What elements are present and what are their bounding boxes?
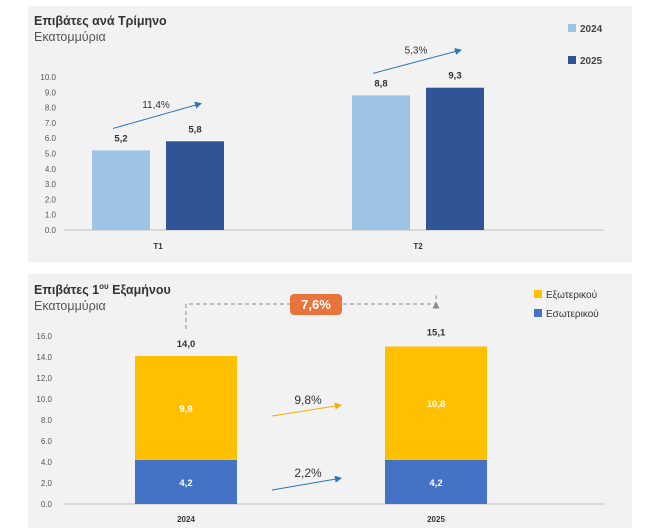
total-growth-badge-label: 7,6% xyxy=(301,297,331,312)
segment-value-label: 4,2 xyxy=(179,478,192,489)
y-tick-label: 2.0 xyxy=(41,479,53,488)
growth-arrow-T1-head xyxy=(194,101,202,109)
y-tick-label: 6.0 xyxy=(45,134,57,143)
bar-segment-external-2025 xyxy=(385,346,487,460)
domestic-growth-arrow-head xyxy=(334,475,342,483)
total-growth-badge xyxy=(290,294,342,315)
legend-swatch-Εξωτερικού xyxy=(534,290,542,298)
x-category-label: T1 xyxy=(153,242,163,251)
legend-label: Εξωτερικού xyxy=(546,289,597,301)
y-tick-label: 12.0 xyxy=(36,374,52,383)
chart1-subtitle: Εκατομμύρια xyxy=(34,30,106,44)
growth-arrow-T2-head xyxy=(454,48,462,55)
y-tick-label: 0.0 xyxy=(41,500,53,509)
legend-swatch-2025 xyxy=(568,56,576,64)
legend-label: 2024 xyxy=(580,24,603,35)
legend-label: Εσωτερικού xyxy=(546,308,599,320)
bar-2025-T2 xyxy=(426,87,484,231)
y-tick-label: 8.0 xyxy=(41,416,53,425)
y-tick-label: 3.0 xyxy=(45,180,57,189)
domestic-growth-label: 2,2% xyxy=(294,466,322,480)
growth-arrow-T1-line xyxy=(112,104,197,129)
y-tick-label: 4.0 xyxy=(41,458,53,467)
external-growth-arrow-line xyxy=(271,405,337,417)
chart2-title-sup: ου xyxy=(99,282,109,291)
bar-2025-T1 xyxy=(166,141,224,230)
bar-segment-domestic-2025 xyxy=(385,459,487,504)
total-label: 14,0 xyxy=(177,339,196,350)
bar-segment-external-2024 xyxy=(135,355,237,460)
y-tick-label: 9.0 xyxy=(45,88,57,97)
segment-value-label: 9,9 xyxy=(179,404,192,415)
chart2-title-main: Επιβάτες 1 xyxy=(34,283,99,297)
y-tick-label: 16.0 xyxy=(36,332,52,341)
semester-chart: Επιβάτες 1ου Εξαμήνου Εκατομμύρια 0.0 2.0… xyxy=(34,282,604,524)
y-tick-label: 0.0 xyxy=(45,226,57,235)
segment-value-label: 4,2 xyxy=(429,478,442,489)
semester-chart-panel: Επιβάτες 1ου Εξαμήνου Εκατομμύρια 0.0 2.0… xyxy=(28,274,632,528)
y-tick-label: 10.0 xyxy=(40,73,56,82)
chart2-subtitle: Εκατομμύρια xyxy=(34,299,106,313)
y-tick-label: 4.0 xyxy=(45,165,57,174)
legend-label: 2025 xyxy=(580,56,603,67)
y-tick-label: 6.0 xyxy=(41,437,53,446)
data-label: 5,8 xyxy=(188,124,201,135)
chart2-title-end: Εξαμήνου xyxy=(109,283,171,297)
y-tick-label: 2.0 xyxy=(45,195,57,204)
data-label: 5,2 xyxy=(114,133,127,144)
growth-arrow-T2-line xyxy=(372,50,457,74)
data-label: 9,3 xyxy=(448,71,461,82)
growth-label: 11,4% xyxy=(142,100,170,111)
y-tick-label: 14.0 xyxy=(36,353,52,362)
legend-swatch-2024 xyxy=(568,24,576,32)
total-growth-arrow-head xyxy=(432,301,440,309)
chart1-title: Επιβάτες ανά Τρίμηνο xyxy=(34,14,167,28)
chart2-title: Επιβάτες 1ου Εξαμήνου xyxy=(34,282,171,297)
total-label: 15,1 xyxy=(427,327,446,338)
quarterly-chart: Επιβάτες ανά Τρίμηνο Εκατομμύρια 0.0 1.0 2… xyxy=(34,14,604,251)
legend-swatch-Εσωτερικού xyxy=(534,309,542,317)
x-category-label: 2025 xyxy=(427,515,445,524)
domestic-growth-arrow-line xyxy=(271,478,337,491)
y-tick-label: 8.0 xyxy=(45,104,57,113)
external-growth-label: 9,8% xyxy=(294,393,322,407)
chart1-legend: 2024 2025 xyxy=(568,24,603,67)
external-growth-arrow-head xyxy=(334,402,342,410)
data-label: 8,8 xyxy=(374,78,387,89)
x-category-label: 2024 xyxy=(177,515,195,524)
bar-segment-domestic-2024 xyxy=(135,459,237,504)
growth-label: 5,3% xyxy=(405,46,428,57)
y-tick-label: 10.0 xyxy=(36,395,52,404)
x-category-label: T2 xyxy=(413,242,423,251)
y-tick-label: 5.0 xyxy=(45,150,57,159)
bar-2024-T2 xyxy=(352,95,410,230)
chart2-legend: Εξωτερικού Εσωτερικού xyxy=(534,289,599,320)
y-tick-label: 7.0 xyxy=(45,119,57,128)
bar-2024-T1 xyxy=(92,150,150,230)
y-tick-label: 1.0 xyxy=(45,211,57,220)
quarterly-chart-panel: Επιβάτες ανά Τρίμηνο Εκατομμύρια 0.0 1.0 2… xyxy=(28,6,632,262)
segment-value-label: 10,8 xyxy=(427,399,446,410)
